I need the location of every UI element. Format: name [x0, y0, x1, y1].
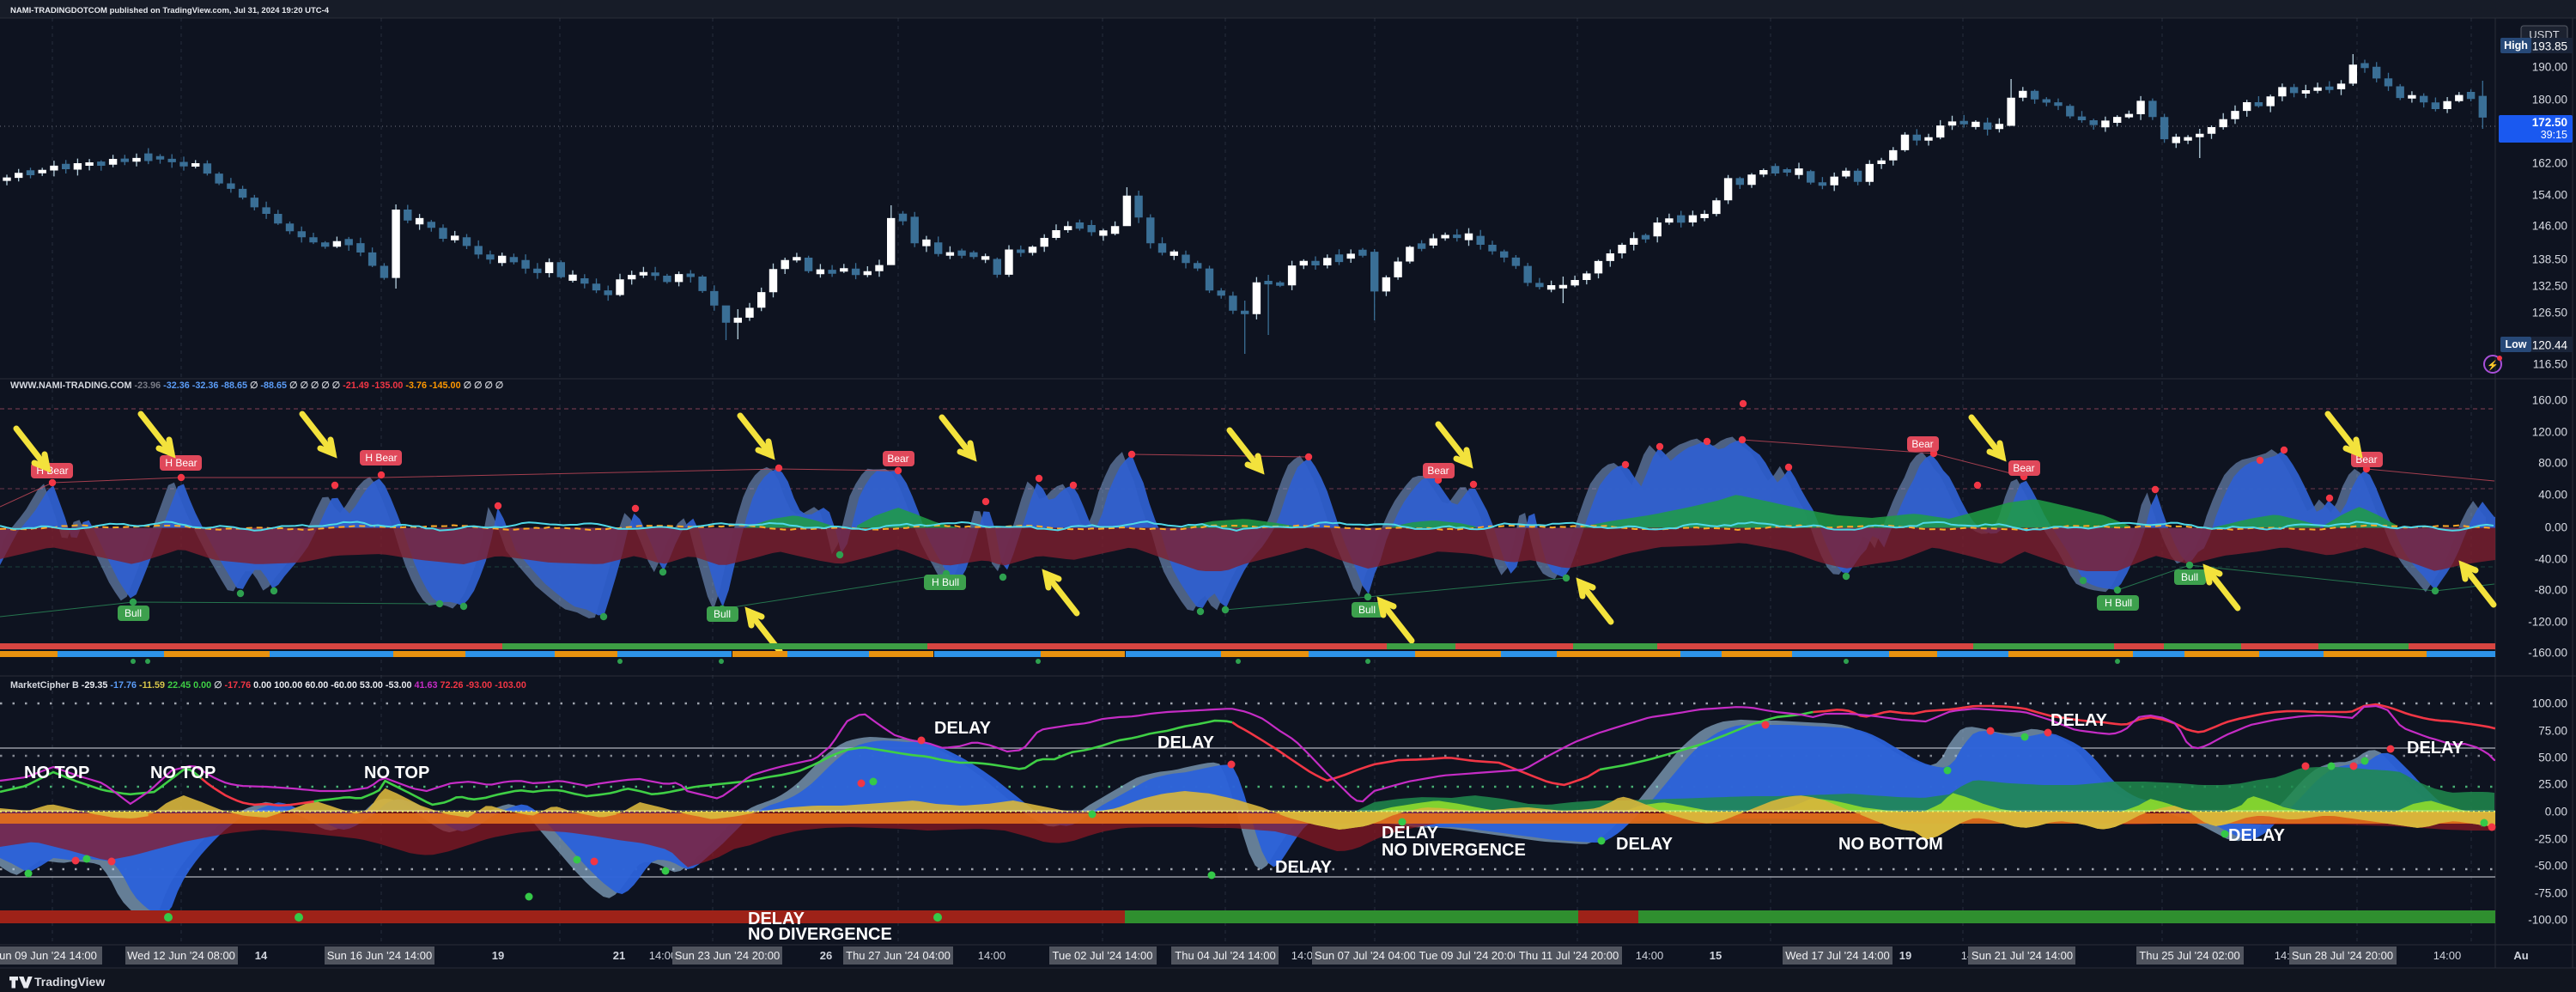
- svg-text:Bull: Bull: [125, 607, 142, 619]
- svg-text:⚡: ⚡: [2487, 360, 2499, 371]
- svg-text:Sun 28 Jul '24 20:00: Sun 28 Jul '24 20:00: [2292, 949, 2393, 962]
- svg-text:NAMI-TRADINGDOTCOM published o: NAMI-TRADINGDOTCOM published on TradingV…: [10, 6, 330, 15]
- svg-text:DELAY: DELAY: [1275, 858, 1333, 877]
- svg-text:39:15: 39:15: [2541, 129, 2567, 141]
- svg-text:MarketCipher B -29.35 -17.76: MarketCipher B -29.35 -17.76 -11.59 22.4…: [10, 680, 526, 691]
- svg-text:19: 19: [492, 949, 504, 962]
- svg-text:0.00: 0.00: [2545, 521, 2567, 534]
- svg-text:Sun 16 Jun '24 14:00: Sun 16 Jun '24 14:00: [327, 949, 432, 962]
- svg-text:21: 21: [613, 949, 625, 962]
- svg-text:NO TOP: NO TOP: [24, 764, 89, 782]
- svg-text:DELAY: DELAY: [748, 910, 805, 928]
- svg-text:DELAY: DELAY: [2050, 711, 2108, 730]
- svg-text:Bull: Bull: [2181, 571, 2198, 583]
- svg-text:DELAY: DELAY: [1616, 835, 1674, 854]
- svg-text:Bear: Bear: [2013, 462, 2034, 474]
- svg-text:154.00: 154.00: [2532, 189, 2567, 202]
- svg-text:75.00: 75.00: [2538, 725, 2567, 738]
- svg-text:Tue 09 Jul '24 20:00: Tue 09 Jul '24 20:00: [1419, 949, 1520, 962]
- svg-text:H Bull: H Bull: [932, 576, 959, 588]
- svg-text:DELAY: DELAY: [2228, 826, 2286, 845]
- svg-text:H Bull: H Bull: [2105, 597, 2132, 609]
- svg-text:-100.00: -100.00: [2528, 914, 2567, 927]
- svg-text:Sun 21 Jul '24 14:00: Sun 21 Jul '24 14:00: [1971, 949, 2073, 962]
- svg-text:NO DIVERGENCE: NO DIVERGENCE: [1382, 841, 1526, 860]
- svg-text:19: 19: [1899, 949, 1911, 962]
- svg-text:Sun 07 Jul '24 04:00: Sun 07 Jul '24 04:00: [1315, 949, 1416, 962]
- svg-text:TradingView: TradingView: [34, 975, 105, 989]
- svg-text:Bear: Bear: [1427, 465, 1449, 477]
- svg-text:WWW.NAMI-TRADING.COM -23.96: WWW.NAMI-TRADING.COM -23.96 -32.36 -32.3…: [10, 380, 503, 391]
- svg-text:Thu 11 Jul '24 20:00: Thu 11 Jul '24 20:00: [1519, 949, 1619, 962]
- svg-text:14:00: 14:00: [978, 949, 1006, 962]
- svg-text:120.00: 120.00: [2532, 426, 2567, 439]
- svg-text:80.00: 80.00: [2538, 457, 2567, 470]
- svg-text:Thu 27 Jun '24 04:00: Thu 27 Jun '24 04:00: [846, 949, 951, 962]
- svg-text:25.00: 25.00: [2538, 778, 2567, 791]
- svg-text:H Bear: H Bear: [165, 457, 197, 469]
- svg-text:-160.00: -160.00: [2528, 647, 2567, 660]
- svg-text:DELAY: DELAY: [1382, 824, 1439, 843]
- svg-text:Bull: Bull: [1358, 604, 1376, 616]
- svg-text:NO TOP: NO TOP: [150, 764, 216, 782]
- svg-text:Au: Au: [2513, 949, 2528, 962]
- svg-text:DELAY: DELAY: [1157, 733, 1215, 752]
- svg-text:-80.00: -80.00: [2535, 584, 2567, 597]
- svg-text:138.50: 138.50: [2532, 253, 2567, 266]
- svg-text:14:00: 14:00: [2433, 949, 2462, 962]
- svg-text:14: 14: [255, 949, 268, 962]
- svg-text:Bear: Bear: [1911, 438, 1933, 450]
- svg-text:NO DIVERGENCE: NO DIVERGENCE: [748, 925, 892, 944]
- svg-text:un 09 Jun '24 14:00: un 09 Jun '24 14:00: [0, 949, 97, 962]
- svg-text:NO TOP: NO TOP: [364, 764, 429, 782]
- svg-text:Thu 25 Jul '24 02:00: Thu 25 Jul '24 02:00: [2139, 949, 2239, 962]
- svg-text:Bear: Bear: [887, 453, 908, 465]
- svg-text:190.00: 190.00: [2532, 61, 2567, 74]
- svg-text:50.00: 50.00: [2538, 752, 2567, 764]
- svg-text:-75.00: -75.00: [2535, 887, 2567, 900]
- svg-text:180.00: 180.00: [2532, 94, 2567, 107]
- svg-text:H Bear: H Bear: [365, 452, 397, 464]
- svg-text:Thu 04 Jul '24 14:00: Thu 04 Jul '24 14:00: [1175, 949, 1275, 962]
- svg-text:14:00: 14:00: [649, 949, 677, 962]
- svg-text:Sun 23 Jun '24 20:00: Sun 23 Jun '24 20:00: [675, 949, 780, 962]
- svg-text:High: High: [2504, 40, 2528, 52]
- svg-text:193.85: 193.85: [2532, 40, 2567, 53]
- svg-text:14:00: 14:00: [1636, 949, 1664, 962]
- svg-text:Bull: Bull: [714, 608, 731, 620]
- svg-text:120.44: 120.44: [2532, 339, 2568, 352]
- svg-text:40.00: 40.00: [2538, 489, 2567, 502]
- svg-text:Tue 02 Jul '24 14:00: Tue 02 Jul '24 14:00: [1053, 949, 1153, 962]
- svg-text:DELAY: DELAY: [2407, 739, 2464, 758]
- svg-text:160.00: 160.00: [2532, 394, 2567, 407]
- svg-text:-50.00: -50.00: [2535, 860, 2567, 873]
- svg-text:-25.00: -25.00: [2535, 833, 2567, 846]
- svg-text:DELAY: DELAY: [934, 719, 992, 738]
- svg-text:Wed 17 Jul '24 14:00: Wed 17 Jul '24 14:00: [1785, 949, 1890, 962]
- svg-text:146.00: 146.00: [2532, 220, 2567, 233]
- svg-text:-120.00: -120.00: [2528, 616, 2567, 629]
- svg-text:-40.00: -40.00: [2535, 553, 2567, 566]
- svg-text:NO BOTTOM: NO BOTTOM: [1838, 835, 1943, 854]
- svg-text:15: 15: [1710, 949, 1722, 962]
- svg-text:Low: Low: [2506, 338, 2527, 350]
- svg-text:172.50: 172.50: [2532, 116, 2567, 129]
- svg-text:Wed 12 Jun '24 08:00: Wed 12 Jun '24 08:00: [127, 949, 235, 962]
- svg-text:126.50: 126.50: [2532, 307, 2567, 320]
- svg-text:100.00: 100.00: [2532, 697, 2567, 710]
- svg-text:162.00: 162.00: [2532, 157, 2567, 170]
- svg-text:0.00: 0.00: [2545, 806, 2567, 819]
- svg-text:132.50: 132.50: [2532, 280, 2567, 293]
- svg-text:26: 26: [820, 949, 832, 962]
- svg-text:116.50: 116.50: [2533, 358, 2567, 371]
